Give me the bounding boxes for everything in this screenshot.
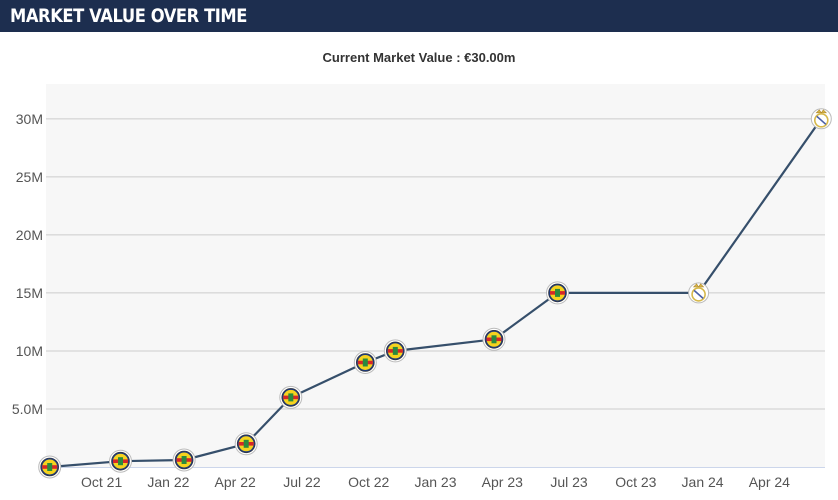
- y-tick-label: 5.0M: [12, 401, 43, 417]
- grid-lines: [46, 118, 825, 410]
- x-tick-label: Jul 22: [283, 474, 321, 490]
- section-header: MARKET VALUE OVER TIME: [0, 0, 838, 32]
- club-a-crest-icon[interactable]: [109, 449, 132, 473]
- section-title: MARKET VALUE OVER TIME: [10, 5, 247, 27]
- data-point-markers: [38, 108, 832, 479]
- x-tick-label: Jan 23: [414, 474, 456, 490]
- club-a-crest-icon[interactable]: [234, 432, 258, 456]
- x-tick-label: Jul 23: [550, 474, 588, 490]
- current-market-value: Current Market Value : €30.00m: [322, 50, 516, 65]
- club-a-crest-icon[interactable]: [38, 455, 62, 479]
- y-axis-labels: 5.0M 10M 15M 20M 25M 30M: [12, 111, 43, 417]
- x-tick-label: Oct 21: [81, 474, 122, 490]
- x-tick-label: Oct 22: [348, 474, 389, 490]
- x-tick-label: Apr 22: [215, 474, 256, 490]
- x-tick-label: Apr 23: [482, 474, 523, 490]
- x-tick-label: Oct 23: [615, 474, 656, 490]
- club-a-crest-icon[interactable]: [172, 448, 196, 472]
- club-a-crest-icon[interactable]: [383, 339, 407, 363]
- plot-area: [46, 84, 825, 467]
- x-axis-labels: Oct 21 Jan 22 Apr 22 Jul 22 Oct 22 Jan 23 Apr …: [81, 474, 790, 490]
- x-tick-label: Jan 24: [682, 474, 724, 490]
- y-tick-label: 15M: [16, 285, 43, 301]
- club-a-crest-icon[interactable]: [546, 281, 569, 305]
- club-b-crest-icon[interactable]: [688, 282, 710, 304]
- x-tick-label: Apr 24: [749, 474, 790, 490]
- x-tick-label: Jan 22: [147, 474, 189, 490]
- club-a-crest-icon[interactable]: [353, 351, 377, 374]
- club-b-crest-icon[interactable]: [810, 108, 832, 130]
- y-tick-label: 30M: [16, 111, 43, 127]
- club-a-crest-icon[interactable]: [279, 385, 303, 409]
- y-tick-label: 25M: [16, 169, 43, 185]
- y-tick-label: 20M: [16, 227, 43, 243]
- y-tick-label: 10M: [16, 343, 43, 359]
- club-a-crest-icon[interactable]: [482, 327, 506, 351]
